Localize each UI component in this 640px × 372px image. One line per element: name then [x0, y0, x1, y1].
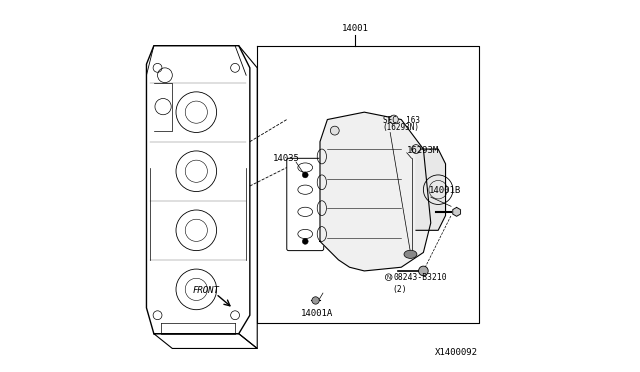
Text: 14001B: 14001B	[429, 186, 461, 195]
Circle shape	[302, 172, 308, 178]
Text: 14035: 14035	[273, 154, 300, 163]
Text: 08243-B3210: 08243-B3210	[393, 273, 447, 282]
Circle shape	[312, 297, 319, 304]
Text: X1400092: X1400092	[435, 348, 478, 357]
Circle shape	[412, 145, 420, 154]
Text: 14001A: 14001A	[301, 309, 333, 318]
Circle shape	[389, 115, 398, 124]
Text: (2): (2)	[392, 285, 406, 294]
Text: FRONT: FRONT	[193, 286, 220, 295]
Text: 14001: 14001	[342, 24, 369, 33]
Ellipse shape	[404, 250, 417, 259]
Polygon shape	[452, 208, 460, 216]
Circle shape	[419, 266, 428, 276]
Text: (16293N): (16293N)	[383, 124, 420, 132]
Polygon shape	[320, 112, 431, 271]
Text: SEC. 163: SEC. 163	[383, 116, 420, 125]
Text: N: N	[387, 275, 391, 280]
Polygon shape	[416, 149, 445, 230]
Circle shape	[302, 238, 308, 244]
Text: 16293M: 16293M	[407, 147, 439, 155]
Circle shape	[330, 126, 339, 135]
